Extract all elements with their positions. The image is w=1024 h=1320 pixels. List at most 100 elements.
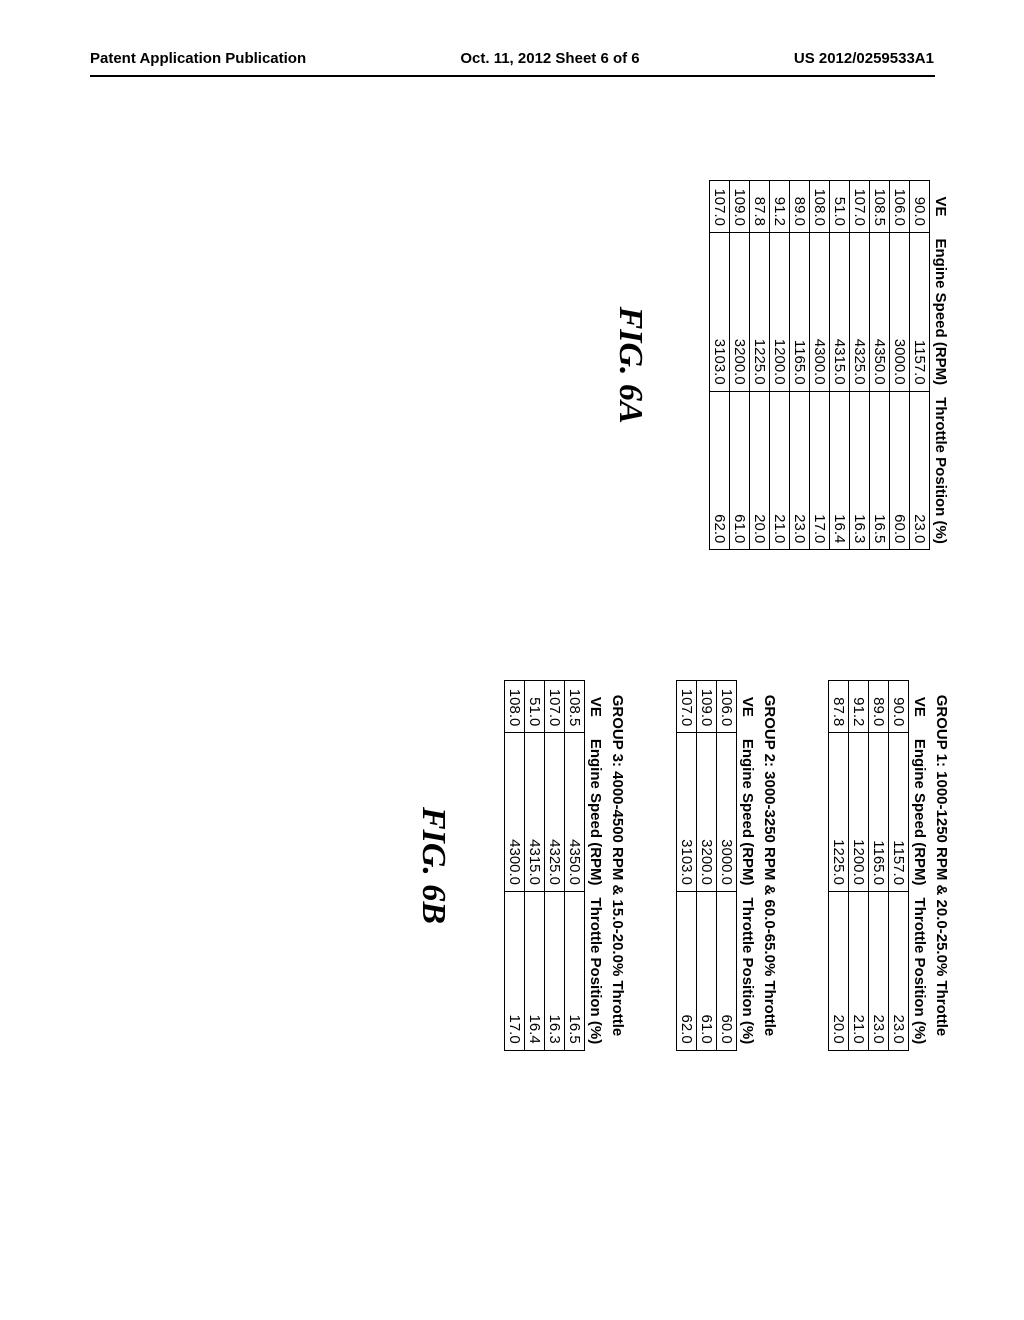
group-block: GROUP 3: 4000-4500 RPM & 15.0-20.0% Thro… [504,680,626,1050]
table-cell: 20.0 [829,892,849,1051]
table-cell: 90.0 [910,181,930,233]
table-row: 107.04325.016.3 [850,181,870,550]
table-header-row: VE Engine Speed (RPM) Throttle Position … [930,181,951,550]
header-divider [90,75,935,77]
table-cell: 4300.0 [810,233,830,392]
col-header: Throttle Position (%) [737,892,758,1051]
table-cell: 17.0 [810,391,830,550]
table-cell: 106.0 [890,181,910,233]
table-cell: 91.2 [849,681,869,733]
table-cell: 1165.0 [869,733,889,892]
table-cell: 23.0 [889,892,909,1051]
table-cell: 61.0 [697,892,717,1051]
table-header-row: VEEngine Speed (RPM)Throttle Position (%… [737,681,758,1050]
table-cell: 23.0 [790,391,810,550]
table-cell: 3200.0 [730,233,750,392]
table-row: 87.81225.020.0 [829,681,849,1050]
group-table: VEEngine Speed (RPM)Throttle Position (%… [504,680,605,1050]
fig-6b-block: GROUP 1: 1000-1250 RPM & 20.0-25.0% Thro… [414,680,950,1050]
fig-6a-label: FIG. 6A [611,307,649,424]
col-header: Throttle Position (%) [909,892,930,1051]
figure-content: VE Engine Speed (RPM) Throttle Position … [414,180,950,1230]
table-row: 108.04300.017.0 [810,181,830,550]
table-row: 106.03000.060.0 [890,181,910,550]
table-cell: 90.0 [889,681,909,733]
table-cell: 4315.0 [525,733,545,892]
group-table: VEEngine Speed (RPM)Throttle Position (%… [676,680,757,1050]
table-row: 108.54350.016.5 [870,181,890,550]
table-cell: 107.0 [545,681,565,733]
table-cell: 17.0 [505,892,525,1051]
fig-6b-label: FIG. 6B [414,807,452,924]
group-title: GROUP 2: 3000-3250 RPM & 60.0-65.0% Thro… [761,695,778,1037]
table-row: 108.54350.016.5 [565,681,585,1050]
table-cell: 1157.0 [910,233,930,392]
table-cell: 107.0 [677,681,697,733]
table-row: 107.04325.016.3 [545,681,565,1050]
fig-6a-block: VE Engine Speed (RPM) Throttle Position … [611,180,950,550]
header-right: US 2012/0259533A1 [794,50,934,67]
table-cell: 1200.0 [849,733,869,892]
group-table: VEEngine Speed (RPM)Throttle Position (%… [828,680,929,1050]
col-header: Engine Speed (RPM) [737,733,758,892]
table-cell: 16.3 [850,391,870,550]
table-cell: 1157.0 [889,733,909,892]
table-row: 108.04300.017.0 [505,681,525,1050]
table-cell: 62.0 [677,892,697,1051]
table-row: 89.01165.023.0 [790,181,810,550]
table-cell: 108.5 [565,681,585,733]
table-row: 90.01157.023.0 [889,681,909,1050]
table-cell: 4350.0 [565,733,585,892]
table-row: 107.03103.062.0 [710,181,730,550]
table-cell: 108.0 [810,181,830,233]
table-row: 51.04315.016.4 [525,681,545,1050]
header-center: Oct. 11, 2012 Sheet 6 of 6 [460,50,639,67]
table-row: 91.21200.021.0 [770,181,790,550]
table-cell: 89.0 [790,181,810,233]
group-block: GROUP 1: 1000-1250 RPM & 20.0-25.0% Thro… [828,680,950,1050]
table-cell: 23.0 [869,892,889,1051]
table-cell: 21.0 [770,391,790,550]
table-cell: 91.2 [770,181,790,233]
table-cell: 62.0 [710,391,730,550]
table-row: 89.01165.023.0 [869,681,889,1050]
table-cell: 51.0 [525,681,545,733]
table-cell: 4315.0 [830,233,850,392]
table-row: 51.04315.016.4 [830,181,850,550]
table-cell: 60.0 [890,391,910,550]
table-cell: 23.0 [910,391,930,550]
table-cell: 16.4 [525,892,545,1051]
table-cell: 60.0 [717,892,737,1051]
table-cell: 4350.0 [870,233,890,392]
table-row: 91.21200.021.0 [849,681,869,1050]
col-header: VE [737,681,758,733]
table-cell: 4325.0 [850,233,870,392]
table-cell: 1225.0 [829,733,849,892]
table-cell: 3103.0 [677,733,697,892]
col-header: Engine Speed (RPM) [909,733,930,892]
col-header: Engine Speed (RPM) [585,733,606,892]
table-cell: 1200.0 [770,233,790,392]
col-header: Throttle Position (%) [585,892,606,1051]
table-cell: 109.0 [697,681,717,733]
group-block: GROUP 2: 3000-3250 RPM & 60.0-65.0% Thro… [676,680,778,1050]
col-header: VE [909,681,930,733]
table-cell: 109.0 [730,181,750,233]
table-cell: 51.0 [830,181,850,233]
table-cell: 16.3 [545,892,565,1051]
table-cell: 89.0 [869,681,889,733]
group-title: GROUP 3: 4000-4500 RPM & 15.0-20.0% Thro… [609,695,626,1037]
table-cell: 16.4 [830,391,850,550]
table-cell: 61.0 [730,391,750,550]
table-cell: 108.5 [870,181,890,233]
table-cell: 106.0 [717,681,737,733]
table-cell: 108.0 [505,681,525,733]
col-header-tp: Throttle Position (%) [930,391,951,550]
table-cell: 4300.0 [505,733,525,892]
table-cell: 4325.0 [545,733,565,892]
table-cell: 87.8 [829,681,849,733]
table-cell: 16.5 [870,391,890,550]
table-cell: 3000.0 [890,233,910,392]
header-left: Patent Application Publication [90,50,306,67]
table-cell: 87.8 [750,181,770,233]
